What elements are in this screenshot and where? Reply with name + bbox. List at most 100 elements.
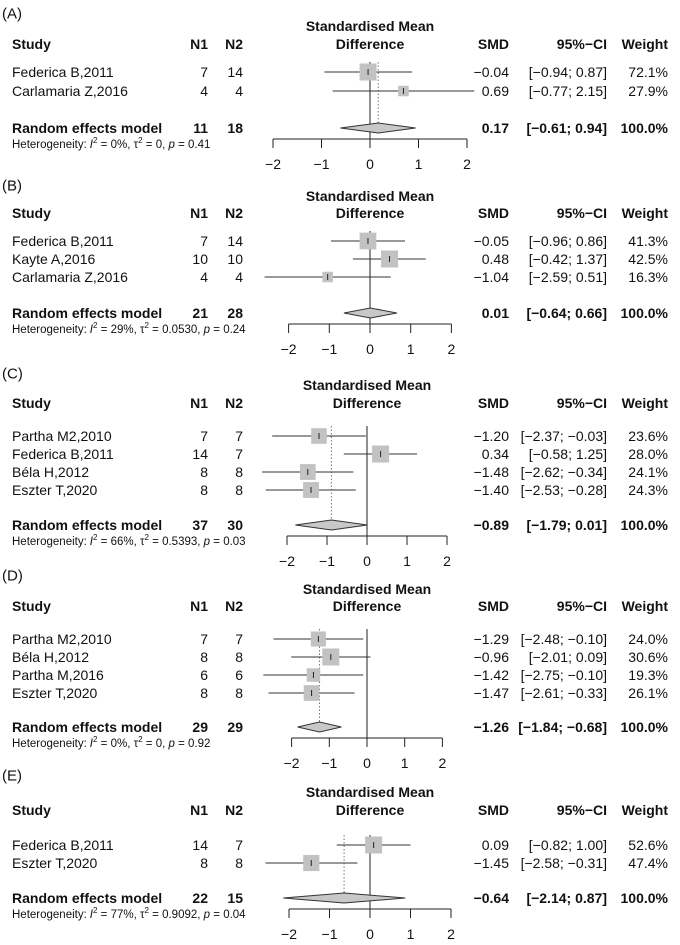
pooled-name: Random effects model (12, 305, 162, 321)
study-weight: 26.1% (628, 685, 668, 701)
study-ci: [−0.58; 1.25] (529, 446, 607, 462)
forest-panel: (D) Standardised Mean Study N1 N2 Difference S… (2, 568, 669, 772)
het-tau2: 0.0530 (162, 324, 197, 336)
study-n2: 14 (227, 64, 243, 80)
heterogeneity-text: Heterogeneity: I2 = 29%, τ2 = 0.0530, p =… (12, 321, 246, 337)
study-weight: 24.0% (628, 631, 668, 647)
pooled-smd: −0.64 (474, 890, 510, 906)
heterogeneity-text: Heterogeneity: I2 = 0%, τ2 = 0, p = 0.92 (12, 735, 210, 751)
study-ci: [−2.37; −0.03] (521, 428, 607, 444)
study-weight: 41.3% (628, 233, 668, 249)
study-ci: [−2.59; 0.51] (529, 269, 607, 285)
study-n1: 8 (200, 649, 208, 665)
study-ci: [−0.82; 1.00] (529, 837, 607, 853)
x-tick-label: 0 (366, 926, 374, 942)
pooled-ci: [−1.84; −0.68] (518, 719, 607, 735)
header-effect-title: Standardised Mean (306, 18, 434, 34)
study-weight: 47.4% (628, 855, 668, 871)
header-study: Study (12, 395, 51, 411)
pooled-name: Random effects model (12, 517, 162, 533)
study-smd: −1.20 (474, 428, 510, 444)
study-ci: [−2.61; −0.33] (521, 685, 607, 701)
study-n1: 10 (192, 251, 208, 267)
header-effect-title-2: Difference (333, 395, 402, 411)
x-tick-label: 0 (363, 553, 371, 569)
study-n1: 7 (200, 631, 208, 647)
sep: , (162, 738, 168, 750)
header-effect-title: Standardised Mean (306, 188, 434, 204)
x-tick-label: −1 (321, 755, 337, 771)
study-smd: 0.48 (482, 251, 509, 267)
forest-panel: (B) Standardised Mean Study N1 N2 Difference S… (2, 178, 669, 358)
equals: = (97, 909, 110, 921)
study-name: Eszter T,2020 (12, 482, 98, 498)
study-weight: 19.3% (628, 667, 668, 683)
pooled-smd: −0.89 (474, 517, 510, 533)
study-n1: 7 (200, 428, 208, 444)
pooled-n1: 37 (192, 517, 208, 533)
study-n2: 7 (235, 428, 243, 444)
panel-label: (B) (2, 178, 22, 195)
equals: = (97, 738, 110, 750)
pooled-weight: 100.0% (621, 719, 669, 735)
i2-symbol: I (90, 536, 94, 548)
het-label: Heterogeneity: (12, 139, 87, 151)
i2-symbol: I (90, 324, 94, 336)
header-n1: N1 (190, 36, 208, 52)
study-n2: 4 (235, 269, 243, 285)
header-ci: 95%−CI (557, 395, 607, 411)
pooled-n2: 29 (227, 719, 243, 735)
header-smd: SMD (478, 395, 509, 411)
pooled-diamond (283, 892, 406, 904)
study-smd: −0.05 (474, 233, 510, 249)
sep: , (162, 139, 168, 151)
forest-panel: (A) Standardised Mean Study N1 N2 Difference S… (2, 6, 669, 173)
x-tick-label: 2 (439, 755, 447, 771)
pooled-smd: −1.26 (474, 719, 510, 735)
study-smd: −0.96 (474, 649, 510, 665)
equals: = (143, 139, 156, 151)
header-ci: 95%−CI (557, 205, 607, 221)
x-tick-label: 1 (407, 926, 415, 942)
study-n2: 6 (235, 667, 243, 683)
study-weight: 16.3% (628, 269, 668, 285)
study-n1: 8 (200, 685, 208, 701)
study-weight: 24.1% (628, 464, 668, 480)
x-tick-label: −1 (319, 553, 335, 569)
study-name: Carlamaria Z,2016 (12, 83, 128, 99)
study-weight: 24.3% (628, 482, 668, 498)
study-weight: 42.5% (628, 251, 668, 267)
pooled-n2: 15 (227, 890, 243, 906)
equals: = (149, 536, 162, 548)
header-n2: N2 (225, 205, 243, 221)
sep: , (197, 536, 203, 548)
study-ci: [−2.58; −0.31] (521, 855, 607, 871)
panel-label: (E) (2, 768, 22, 785)
pooled-name: Random effects model (12, 890, 162, 906)
superscript: 2 (145, 906, 150, 915)
study-smd: −1.40 (474, 482, 510, 498)
study-name: Partha M2,2010 (12, 631, 112, 647)
header-study: Study (12, 205, 51, 221)
study-weight: 52.6% (628, 837, 668, 853)
sep: , τ (134, 909, 145, 921)
sep: , τ (134, 324, 145, 336)
study-name: Partha M2,2010 (12, 428, 112, 444)
study-ci: [−0.94; 0.87] (529, 64, 607, 80)
panel-label: (A) (2, 6, 22, 23)
superscript: 2 (93, 321, 98, 330)
x-tick-label: 1 (407, 341, 415, 357)
header-study: Study (12, 598, 51, 614)
pooled-ci: [−0.64; 0.66] (526, 305, 607, 321)
p-symbol: p (167, 738, 175, 750)
sep: , (197, 324, 203, 336)
header-effect-title-2: Difference (336, 205, 405, 221)
x-tick-label: 0 (366, 341, 374, 357)
study-n1: 8 (200, 464, 208, 480)
equals: = (210, 536, 223, 548)
header-weight: Weight (622, 598, 669, 614)
header-smd: SMD (478, 36, 509, 52)
het-label: Heterogeneity: (12, 909, 87, 921)
study-smd: −1.47 (474, 685, 510, 701)
equals: = (149, 324, 162, 336)
